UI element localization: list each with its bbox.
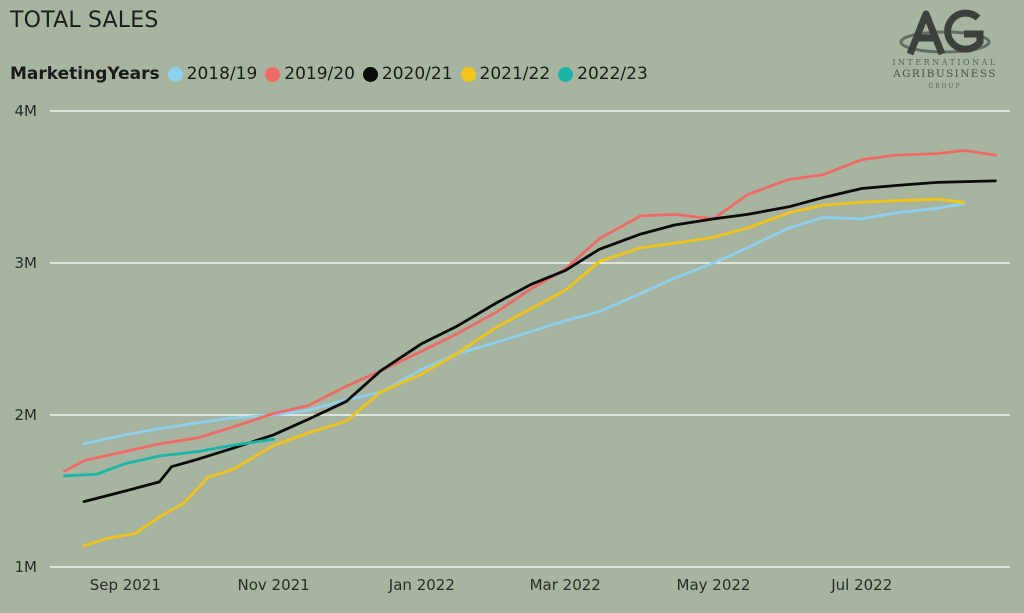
x-tick-label: May 2022: [677, 576, 751, 594]
legend-item-2018-19[interactable]: 2018/19: [167, 64, 258, 84]
legend-label-2022-23: 2022/23: [577, 64, 648, 84]
chart-title: TOTAL SALES: [10, 8, 159, 33]
y-tick-label: 3M: [15, 254, 38, 272]
series-line-2020-21[interactable]: [82, 179, 997, 503]
logo-emblem-icon: [899, 9, 991, 56]
series-line-2021-22[interactable]: [82, 197, 966, 548]
legend-marker-2018-19: [167, 66, 183, 82]
x-tick-label: Mar 2022: [530, 576, 601, 594]
legend-label-2018-19: 2018/19: [186, 64, 258, 84]
y-tick-label: 2M: [15, 406, 38, 424]
legend-item-2019-20[interactable]: 2019/20: [265, 64, 355, 84]
legend-label-2019-20: 2019/20: [284, 64, 355, 84]
legend-marker-2021-22: [460, 66, 476, 82]
legend-item-2021-22[interactable]: 2021/22: [460, 64, 551, 84]
y-tick-label: 1M: [15, 558, 38, 576]
x-tick-label: Jul 2022: [830, 576, 892, 594]
series-lines: [63, 149, 997, 548]
x-axis-ticks: Sep 2021 Nov 2021 Jan 2022 Mar 2022 May 2022…: [90, 576, 893, 594]
x-tick-label: Jan 2022: [388, 576, 455, 594]
y-tick-label: 4M: [15, 102, 38, 120]
logo-text-line-3: GROUP: [928, 83, 962, 90]
company-logo: INTERNATIONAL AGRIBUSINESS GROUP: [880, 6, 1010, 92]
legend-marker-2019-20: [265, 66, 281, 82]
legend-label-2021-22: 2021/22: [479, 64, 551, 84]
series-line-2022-23[interactable]: [63, 437, 275, 478]
logo-text-line-2: AGRIBUSINESS: [893, 68, 997, 80]
grid-lines: [50, 110, 1010, 568]
legend-label-2020-21: 2020/21: [381, 64, 453, 84]
legend-marker-2020-21: [362, 66, 378, 82]
legend-item-2022-23[interactable]: 2022/23: [558, 64, 648, 84]
legend-item-2020-21[interactable]: 2020/21: [362, 64, 453, 84]
y-axis-ticks: 1M 2M 3M 4M: [15, 102, 38, 576]
logo-text-line-1: INTERNATIONAL: [892, 58, 998, 67]
legend-marker-2022-23: [558, 66, 574, 82]
x-tick-label: Sep 2021: [90, 576, 161, 594]
legend-title: MarketingYears: [10, 64, 160, 84]
series-line-2018-19[interactable]: [82, 202, 966, 446]
x-tick-label: Nov 2021: [237, 576, 309, 594]
series-line-2019-20[interactable]: [63, 149, 997, 473]
chart-legend: MarketingYears 2018/19 2019/20 2020/21 2…: [10, 62, 656, 86]
